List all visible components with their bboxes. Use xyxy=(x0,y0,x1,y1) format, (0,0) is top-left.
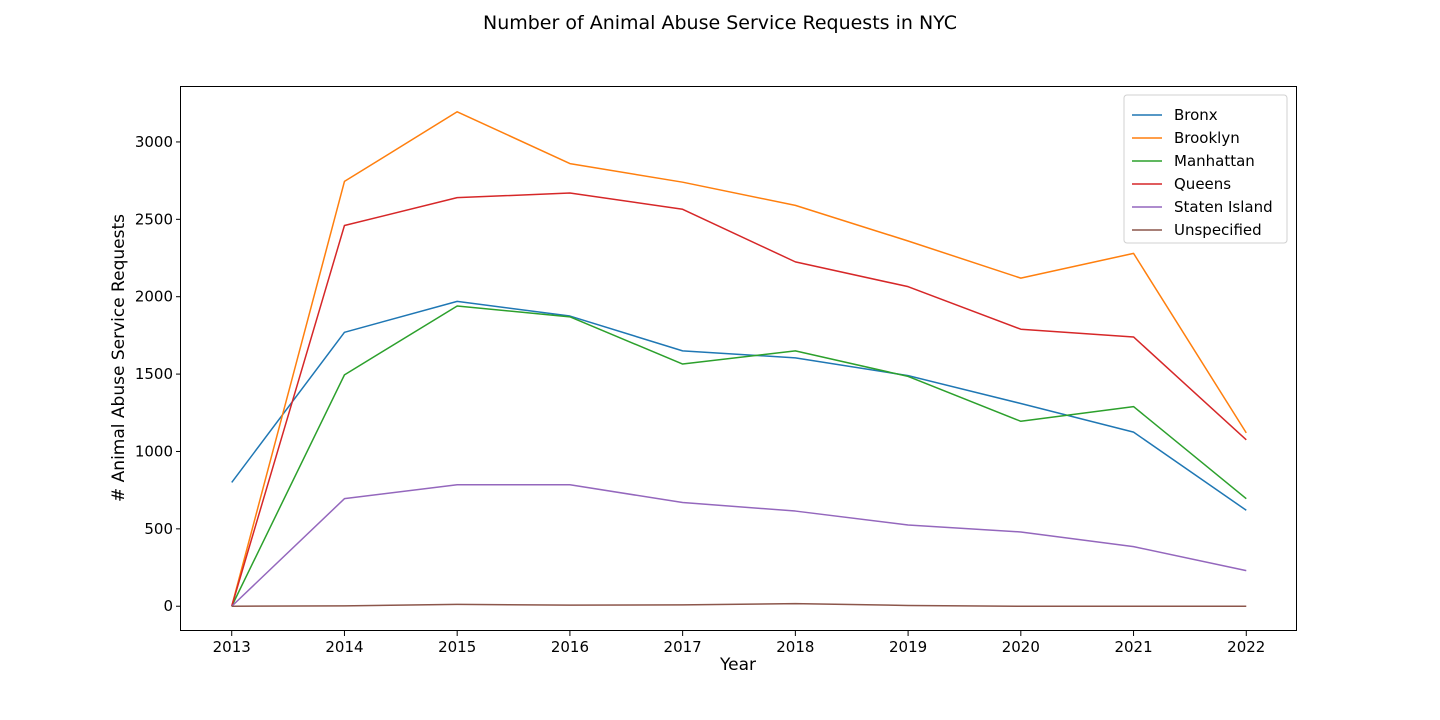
y-tick-label: 1000 xyxy=(135,442,173,460)
legend-entry-label: Brooklyn xyxy=(1174,129,1240,147)
x-tick-label: 2019 xyxy=(889,638,927,656)
series-line-bronx xyxy=(231,300,1247,511)
y-tick-label: 2500 xyxy=(135,210,173,228)
chart-title: Number of Animal Abuse Service Requests … xyxy=(483,12,957,34)
x-axis: 2013 2014 2015 2016 2017 2018 2019 2020 2021 2022 xyxy=(213,631,1265,656)
y-axis: 0 500 1000 1500 2000 2500 3000 xyxy=(135,133,181,615)
x-tick-label: 2013 xyxy=(213,638,251,656)
series-line-manhattan xyxy=(231,305,1247,607)
series-line-brooklyn xyxy=(231,111,1247,607)
y-tick-label: 1500 xyxy=(135,365,173,383)
x-axis-label: Year xyxy=(719,655,756,675)
series-line-staten-island xyxy=(231,484,1247,607)
legend-entry-label: Queens xyxy=(1174,175,1231,193)
x-tick-label: 2014 xyxy=(325,638,363,656)
y-tick-label: 2000 xyxy=(135,288,173,306)
legend-box xyxy=(1123,94,1288,244)
x-tick-label: 2020 xyxy=(1002,638,1040,656)
x-tick-label: 2016 xyxy=(551,638,589,656)
legend: Bronx Brooklyn Manhattan Queens Staten Islan… xyxy=(1123,94,1288,244)
y-tick-label: 500 xyxy=(144,520,173,538)
legend-entry-label: Manhattan xyxy=(1174,152,1255,170)
x-tick-label: 2015 xyxy=(438,638,476,656)
legend-entry-label: Staten Island xyxy=(1174,198,1273,216)
x-tick-label: 2017 xyxy=(664,638,702,656)
y-axis-label: # Animal Abuse Service Requests xyxy=(109,214,129,502)
series-line-queens xyxy=(231,192,1247,607)
y-tick-label: 0 xyxy=(163,597,173,615)
plot-lines xyxy=(231,111,1247,607)
x-tick-label: 2018 xyxy=(776,638,814,656)
legend-entry-label: Unspecified xyxy=(1174,221,1262,239)
y-tick-label: 3000 xyxy=(135,133,173,151)
legend-entry-label: Bronx xyxy=(1174,106,1218,124)
x-tick-label: 2021 xyxy=(1114,638,1152,656)
plot-frame xyxy=(180,86,1297,631)
x-tick-label: 2022 xyxy=(1227,638,1265,656)
series-line-unspecified xyxy=(231,602,1247,607)
